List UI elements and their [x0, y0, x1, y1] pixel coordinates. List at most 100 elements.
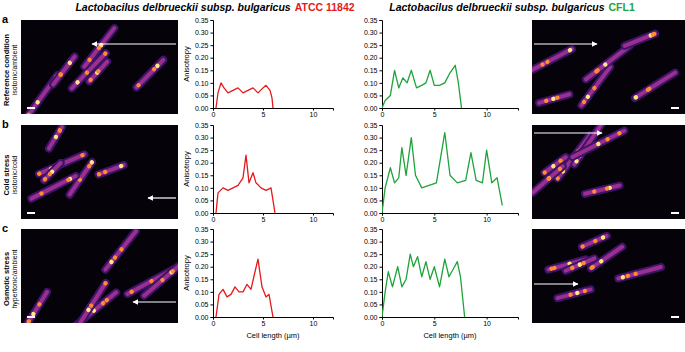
y-tick: 0.15 — [364, 276, 382, 283]
fluorescent-spot — [625, 273, 630, 278]
x-tick-label: 10 — [310, 111, 318, 118]
y-tick: 0.35 — [195, 226, 213, 233]
y-tick-label: 0.05 — [364, 197, 378, 204]
cell-core — [103, 229, 139, 272]
x-tick-label: 0 — [381, 320, 385, 327]
fluorescent-spot — [79, 152, 85, 158]
y-tick-label: 0.15 — [195, 276, 209, 283]
micrograph — [16, 20, 178, 130]
x-tick: 0 — [212, 108, 216, 118]
y-tick-mark — [211, 254, 214, 255]
y-tick: 0.00 — [195, 105, 213, 112]
line-chart: 0.000.050.100.150.200.250.300.350510Cell… — [364, 226, 519, 340]
y-tick: 0.20 — [364, 263, 382, 270]
fluorescent-spot — [118, 246, 124, 252]
cell-core — [96, 162, 126, 177]
x-tick-mark — [487, 108, 488, 111]
fluorescent-spot — [95, 68, 101, 74]
plot-area — [216, 155, 275, 213]
cell — [534, 89, 574, 107]
y-tick-mark — [211, 108, 214, 109]
x-tick: 5 — [262, 317, 266, 327]
fluorescent-spot — [546, 175, 552, 181]
cell-body — [577, 231, 612, 252]
x-tick-mark — [263, 213, 264, 216]
scale-bar — [671, 316, 679, 318]
x-tick-mark — [434, 108, 435, 111]
cell-core — [632, 70, 678, 101]
y-tick-mark — [211, 125, 214, 126]
fluorescent-spot — [170, 268, 176, 274]
fluorescent-spot — [575, 290, 580, 295]
x-tick: 10 — [310, 317, 318, 327]
column-title: Lactobacilus delbrueckii subsp. bulgaric… — [75, 1, 354, 13]
fluorescent-spot — [540, 62, 546, 68]
y-tick-label: 0.35 — [195, 17, 209, 24]
y-tick-mark — [380, 200, 383, 201]
cell-body — [100, 229, 142, 275]
x-tick-mark — [313, 213, 314, 216]
y-tick-mark — [211, 267, 214, 268]
cell-body — [560, 253, 599, 276]
y-tick-mark — [380, 108, 383, 109]
x-tick: 0 — [381, 317, 385, 327]
y-axis: 0.000.050.100.150.200.250.300.35 — [195, 17, 214, 112]
y-tick-label: 0.05 — [195, 197, 209, 204]
x-tick-mark — [487, 213, 488, 216]
y-tick-mark — [380, 317, 383, 318]
x-tick-mark — [213, 108, 214, 111]
fluorescent-spot — [108, 259, 114, 265]
micrograph — [523, 20, 685, 114]
y-tick-mark — [211, 95, 214, 96]
y-tick-label: 0.20 — [364, 263, 378, 270]
cell — [580, 181, 624, 199]
x-tick-mark — [263, 108, 264, 111]
line-chart: 0.000.050.100.150.200.250.300.350510Anis… — [182, 17, 334, 119]
y-tick-label: 0.00 — [195, 210, 209, 217]
y-tick-label: 0.05 — [195, 92, 209, 99]
y-tick-label: 0.10 — [364, 185, 378, 192]
x-axis: 0510 — [212, 317, 334, 327]
y-tick-mark — [211, 138, 214, 139]
x-tick: 5 — [433, 108, 437, 118]
y-tick: 0.25 — [364, 42, 382, 49]
y-tick-label: 0.00 — [364, 314, 378, 321]
y-tick: 0.30 — [195, 134, 213, 141]
cell — [38, 157, 66, 186]
y-tick-label: 0.10 — [195, 185, 209, 192]
x-tick-mark — [313, 108, 314, 111]
x-axis: 0510 — [212, 213, 334, 223]
y-tick: 0.05 — [364, 197, 382, 204]
cell-core — [41, 160, 63, 183]
cell-body — [38, 157, 66, 186]
y-tick: 0.10 — [364, 289, 382, 296]
fluorescent-spot — [567, 47, 573, 53]
cell-body — [567, 125, 629, 162]
y-tick: 0.30 — [364, 29, 382, 36]
fluorescent-spot — [36, 171, 42, 177]
y-tick-mark — [211, 58, 214, 59]
panel-letter: b — [2, 118, 9, 130]
y-tick-mark — [380, 20, 383, 21]
fluorescent-spot — [88, 77, 94, 83]
fluorescent-spot — [581, 99, 587, 105]
cell-core — [141, 262, 178, 299]
y-tick-label: 0.20 — [364, 54, 378, 61]
y-axis-line — [380, 126, 383, 214]
fluorescent-spot — [616, 130, 622, 136]
y-tick-label: 0.30 — [364, 238, 378, 245]
y-tick-label: 0.10 — [364, 289, 378, 296]
y-tick: 0.10 — [364, 185, 382, 192]
fluorescent-spot — [65, 177, 71, 183]
y-axis-title: Anisotropy — [182, 255, 191, 291]
y-tick: 0.05 — [195, 92, 213, 99]
y-axis: 0.000.050.100.150.200.250.300.35 — [364, 122, 383, 217]
y-tick-mark — [211, 229, 214, 230]
data-line — [216, 83, 273, 108]
x-tick-mark — [382, 213, 383, 216]
scale-bar — [27, 316, 35, 318]
micrograph — [532, 229, 685, 323]
y-tick-label: 0.10 — [195, 80, 209, 87]
scale-bar — [27, 107, 35, 109]
cells — [21, 229, 178, 323]
